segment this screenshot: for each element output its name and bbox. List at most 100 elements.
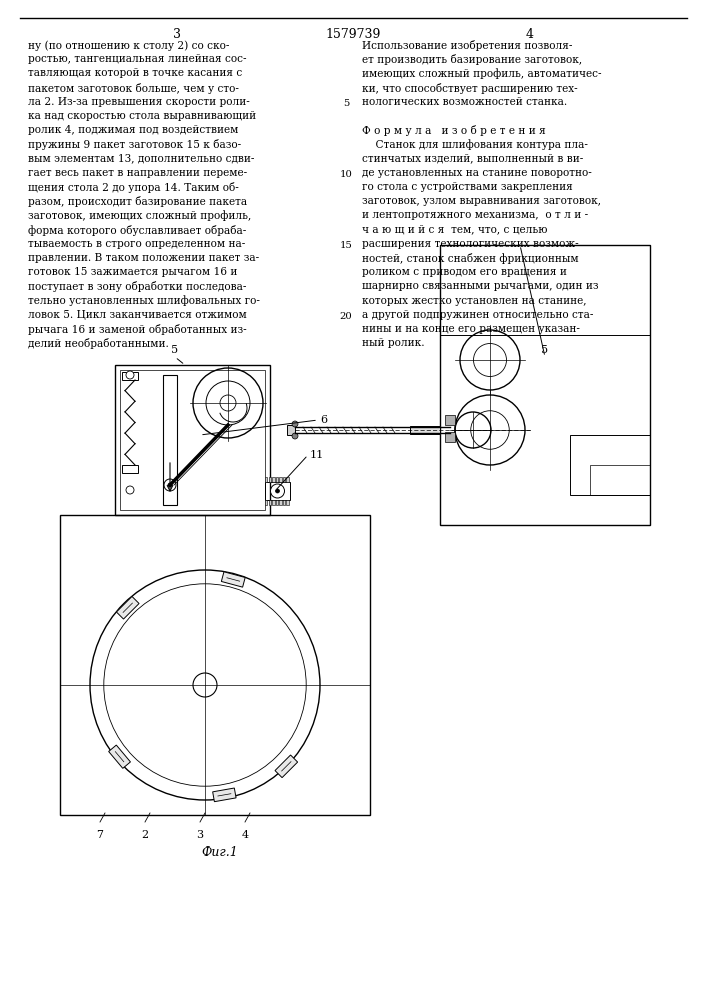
Bar: [272, 477, 274, 482]
Text: заготовок, узлом выравнивания заготовок,: заготовок, узлом выравнивания заготовок,: [362, 196, 601, 206]
Circle shape: [193, 673, 217, 697]
Circle shape: [164, 479, 176, 491]
Bar: [279, 500, 282, 505]
Bar: [570, 435, 650, 495]
Text: ет производить базирование заготовок,: ет производить базирование заготовок,: [362, 54, 582, 65]
Text: 5: 5: [343, 99, 349, 108]
Text: 5: 5: [542, 345, 549, 355]
Bar: [265, 500, 267, 505]
Circle shape: [168, 483, 172, 487]
Text: тываемость в строго определенном на-: тываемость в строго определенном на-: [28, 239, 245, 249]
Circle shape: [126, 486, 134, 494]
Circle shape: [292, 433, 298, 439]
Text: тавляющая которой в точке касания с: тавляющая которой в точке касания с: [28, 68, 243, 78]
Circle shape: [126, 371, 134, 379]
Circle shape: [222, 397, 234, 409]
Text: ну (по отношению к столу 2) со ско-: ну (по отношению к столу 2) со ско-: [28, 40, 229, 51]
Text: пружины 9 пакет заготовок 15 к базо-: пружины 9 пакет заготовок 15 к базо-: [28, 139, 241, 150]
Bar: [269, 477, 271, 482]
Text: 3: 3: [173, 28, 181, 41]
Text: роликом с приводом его вращения и: роликом с приводом его вращения и: [362, 267, 567, 277]
Bar: [163, 375, 177, 505]
Text: которых жестко установлен на станине,: которых жестко установлен на станине,: [362, 296, 587, 306]
Bar: [410, 426, 440, 434]
Text: готовок 15 зажимается рычагом 16 и: готовок 15 зажимается рычагом 16 и: [28, 267, 238, 277]
Text: ностей, станок снабжен фрикционным: ностей, станок снабжен фрикционным: [362, 253, 578, 264]
Bar: [276, 477, 279, 482]
Text: 4: 4: [526, 28, 534, 41]
Bar: [279, 477, 282, 482]
Text: Ф о р м у л а   и з о б р е т е н и я: Ф о р м у л а и з о б р е т е н и я: [362, 125, 546, 136]
Bar: [286, 500, 289, 505]
Text: 1579739: 1579739: [325, 28, 380, 41]
Text: а другой подпружинен относительно ста-: а другой подпружинен относительно ста-: [362, 310, 593, 320]
Text: вым элементам 13, дополнительно сдви-: вым элементам 13, дополнительно сдви-: [28, 154, 255, 164]
Circle shape: [220, 395, 236, 411]
Bar: [440, 245, 650, 335]
Text: нологических возможностей станка.: нологических возможностей станка.: [362, 97, 567, 107]
Text: ролик 4, поджимая под воздействием: ролик 4, поджимая под воздействием: [28, 125, 238, 135]
Text: го стола с устройствами закрепления: го стола с устройствами закрепления: [362, 182, 573, 192]
Bar: [445, 415, 455, 425]
FancyBboxPatch shape: [109, 745, 131, 768]
Text: Станок для шлифования контура пла-: Станок для шлифования контура пла-: [362, 139, 588, 150]
Text: имеющих сложный профиль, автоматичес-: имеющих сложный профиль, автоматичес-: [362, 68, 602, 79]
Bar: [122, 372, 138, 380]
Text: поступает в зону обработки последова-: поступает в зону обработки последова-: [28, 281, 246, 292]
Text: 7: 7: [96, 830, 103, 840]
Text: 6: 6: [320, 415, 327, 425]
FancyBboxPatch shape: [275, 755, 298, 778]
Text: ка над скоростью стола выравнивающий: ка над скоростью стола выравнивающий: [28, 111, 256, 121]
Circle shape: [292, 421, 298, 427]
Text: ч а ю щ и й с я  тем, что, с целью: ч а ю щ и й с я тем, что, с целью: [362, 225, 547, 235]
Text: 20: 20: [339, 312, 352, 321]
Text: и лентопротяжного механизма,  о т л и -: и лентопротяжного механизма, о т л и -: [362, 210, 588, 220]
FancyBboxPatch shape: [117, 596, 139, 619]
Text: тельно установленных шлифовальных го-: тельно установленных шлифовальных го-: [28, 296, 260, 306]
Text: 11: 11: [310, 450, 325, 460]
Bar: [287, 425, 295, 435]
Text: правлении. В таком положении пакет за-: правлении. В таком положении пакет за-: [28, 253, 259, 263]
Text: делий необработанными.: делий необработанными.: [28, 338, 169, 349]
Text: гает весь пакет в направлении переме-: гает весь пакет в направлении переме-: [28, 168, 247, 178]
Text: ки, что способствует расширению тех-: ки, что способствует расширению тех-: [362, 83, 578, 94]
Text: де установленных на станине поворотно-: де установленных на станине поворотно-: [362, 168, 592, 178]
Text: 5: 5: [171, 345, 179, 355]
Bar: [265, 477, 267, 482]
Bar: [265, 482, 290, 500]
Bar: [122, 465, 138, 473]
Text: 3: 3: [197, 830, 204, 840]
Text: пакетом заготовок больше, чем у сто-: пакетом заготовок больше, чем у сто-: [28, 83, 239, 94]
Bar: [590, 465, 650, 495]
FancyBboxPatch shape: [221, 572, 245, 587]
Circle shape: [276, 489, 279, 493]
Text: ный ролик.: ный ролик.: [362, 338, 425, 348]
Bar: [440, 245, 650, 525]
Text: 15: 15: [339, 241, 352, 250]
Text: разом, происходит базирование пакета: разом, происходит базирование пакета: [28, 196, 247, 207]
Text: рычага 16 и заменой обработанных из-: рычага 16 и заменой обработанных из-: [28, 324, 247, 335]
Text: ростью, тангенциальная линейная сос-: ростью, тангенциальная линейная сос-: [28, 54, 247, 64]
Text: Фиг.1: Фиг.1: [201, 846, 238, 858]
FancyBboxPatch shape: [213, 788, 236, 802]
Text: ла 2. Из-за превышения скорости роли-: ла 2. Из-за превышения скорости роли-: [28, 97, 250, 107]
Text: щения стола 2 до упора 14. Таким об-: щения стола 2 до упора 14. Таким об-: [28, 182, 239, 193]
Bar: [445, 432, 455, 442]
Text: стинчатых изделий, выполненный в ви-: стинчатых изделий, выполненный в ви-: [362, 154, 583, 164]
Text: расширения технологических возмож-: расширения технологических возмож-: [362, 239, 578, 249]
Text: ловок 5. Цикл заканчивается отжимом: ловок 5. Цикл заканчивается отжимом: [28, 310, 247, 320]
Bar: [115, 365, 270, 515]
Bar: [283, 477, 286, 482]
Bar: [276, 500, 279, 505]
Text: 2: 2: [141, 830, 148, 840]
Circle shape: [271, 484, 284, 498]
Text: шарнирно связанными рычагами, один из: шарнирно связанными рычагами, один из: [362, 281, 599, 291]
Bar: [120, 370, 265, 510]
Text: 4: 4: [241, 830, 249, 840]
Bar: [60, 515, 370, 815]
Text: заготовок, имеющих сложный профиль,: заготовок, имеющих сложный профиль,: [28, 210, 251, 221]
Bar: [286, 477, 289, 482]
Bar: [269, 500, 271, 505]
Text: форма которого обуславливает обраба-: форма которого обуславливает обраба-: [28, 225, 246, 236]
Text: 10: 10: [339, 170, 352, 179]
